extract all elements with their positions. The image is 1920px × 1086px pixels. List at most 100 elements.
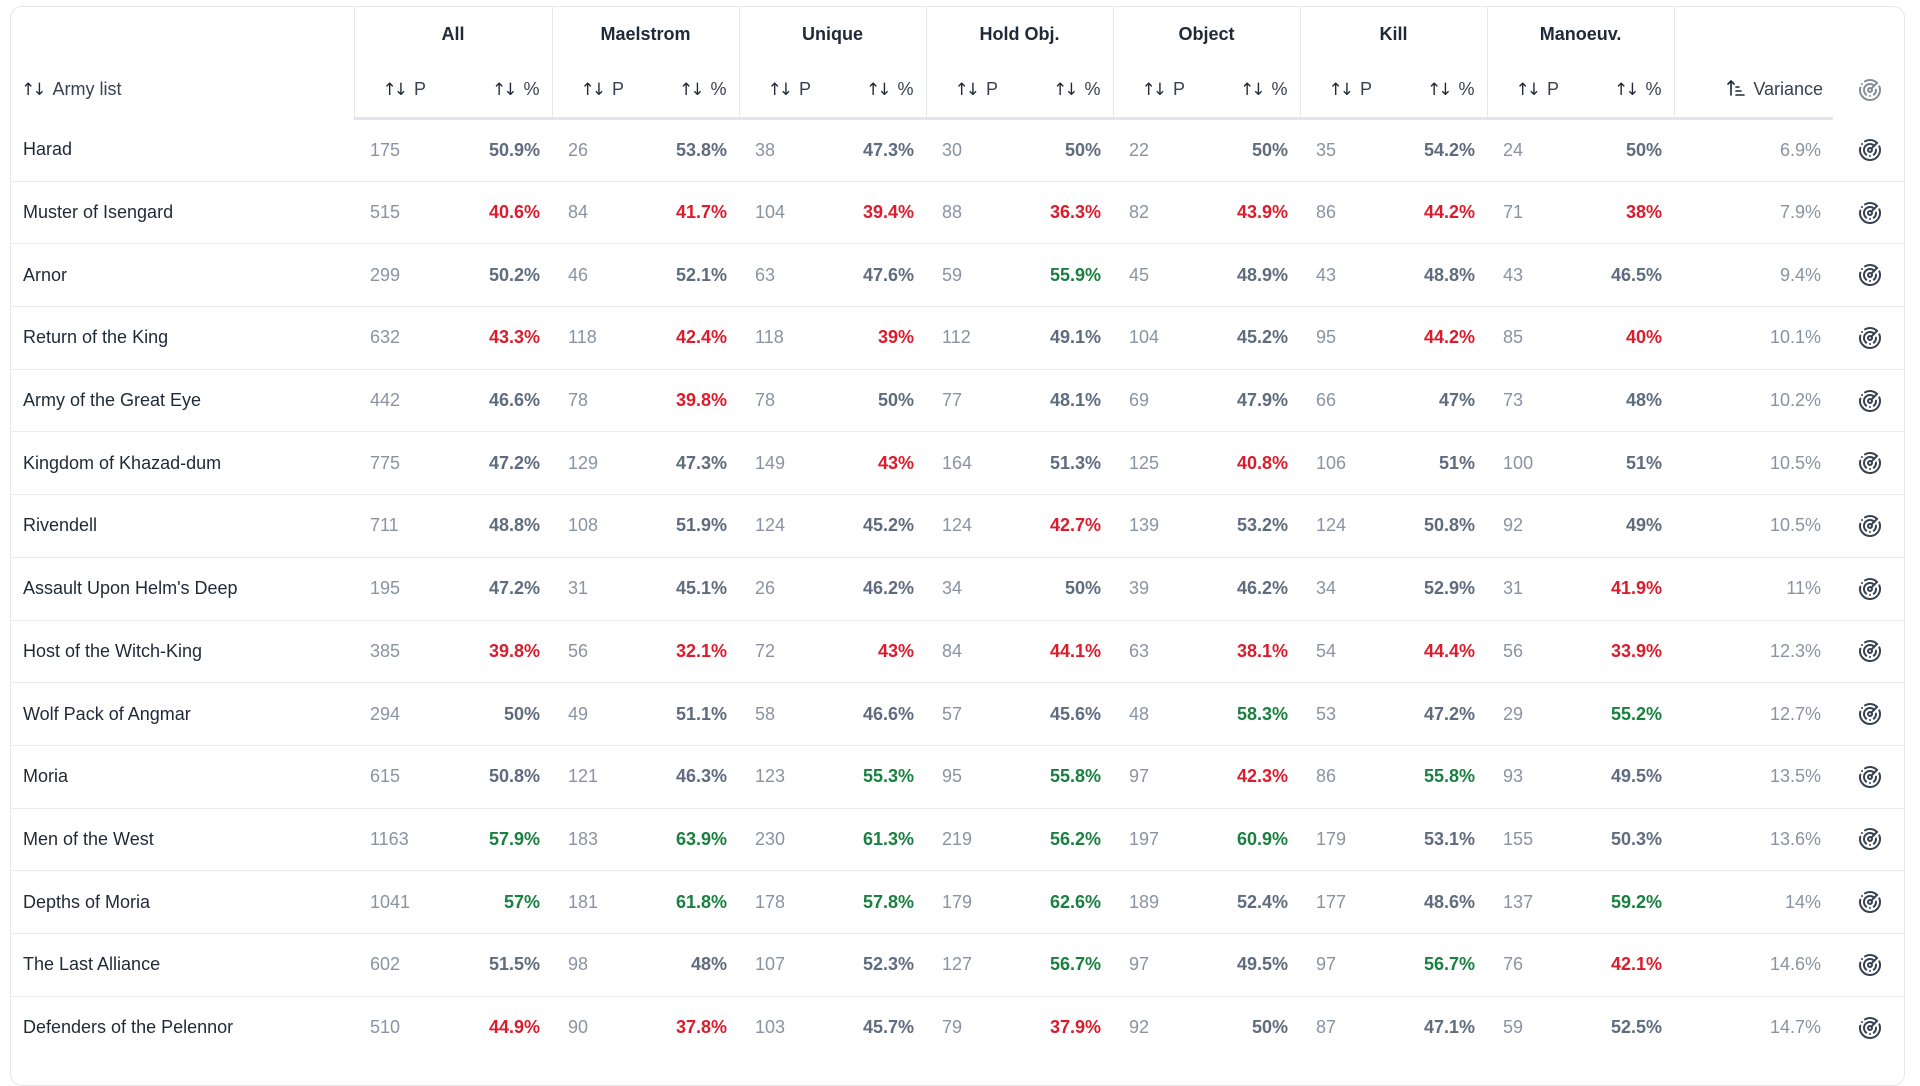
group-header-hold-obj: Hold Obj. [925, 7, 1114, 61]
kill-winrate: 47% [1439, 390, 1476, 411]
radar-chart-button[interactable] [1833, 307, 1904, 370]
sort-kill-played-header[interactable]: ↑↓ P [1299, 61, 1386, 120]
unique-winrate: 43% [877, 452, 915, 473]
kill-winrate: 44.2% [1424, 327, 1476, 348]
sort-arrows-icon: ↑↓ [954, 79, 980, 100]
maelstrom-played-count: 183 [568, 828, 599, 849]
object-played-count: 97 [1129, 766, 1150, 787]
radar-header-button[interactable] [1833, 61, 1904, 119]
army-name: Return of the King [23, 327, 169, 348]
object-played-count: 39 [1129, 578, 1150, 599]
sort-all-winrate-header[interactable]: ↑↓% [449, 61, 553, 120]
hold-obj-played-count: 84 [942, 640, 963, 661]
all-winrate: 43.3% [488, 327, 541, 348]
sort-variance-header[interactable]: Variance [1673, 61, 1834, 120]
sort-arrows-icon: ↑↓ [1053, 79, 1078, 100]
kill-played-count: 35 [1316, 139, 1337, 160]
kill-winrate: 52.9% [1424, 578, 1476, 599]
played-label: P [799, 78, 812, 99]
all-played-count: 632 [370, 327, 401, 348]
winrate-label: % [1084, 78, 1101, 99]
kill-played-count: 179 [1316, 828, 1347, 849]
maelstrom-winrate: 32.1% [675, 640, 728, 661]
sort-hold-obj-played-header[interactable]: ↑↓ P [925, 61, 1012, 120]
radar-chart-button[interactable] [1833, 620, 1904, 683]
radar-chart-button[interactable] [1833, 244, 1904, 307]
army-name: Harad [23, 139, 73, 160]
all-played-count: 510 [370, 1017, 401, 1038]
sort-manoeuv-played-header[interactable]: ↑↓ P [1486, 61, 1573, 120]
maelstrom-played-count: 129 [568, 452, 599, 473]
sort-maelstrom-played-header[interactable]: ↑↓ P [551, 61, 638, 120]
winrate-label: % [897, 78, 914, 99]
hold-obj-played-count: 219 [942, 828, 973, 849]
radar-chart-button[interactable] [1833, 432, 1904, 495]
sort-unique-played-header[interactable]: ↑↓ P [738, 61, 825, 120]
manoeuv-played-count: 92 [1503, 515, 1524, 536]
radar-chart-button[interactable] [1833, 745, 1904, 808]
radar-icon [1858, 577, 1882, 600]
all-played-count: 602 [370, 954, 401, 975]
all-winrate: 39.8% [488, 640, 541, 661]
sort-manoeuv-winrate-header[interactable]: ↑↓% [1572, 61, 1675, 120]
sort-object-winrate-header[interactable]: ↑↓% [1198, 61, 1301, 120]
object-played-count: 48 [1129, 703, 1150, 724]
kill-winrate: 54.2% [1424, 139, 1476, 160]
radar-chart-button[interactable] [1833, 933, 1904, 996]
all-winrate: 57.9% [488, 828, 541, 849]
all-played-count: 294 [370, 703, 401, 724]
radar-chart-button[interactable] [1833, 996, 1904, 1059]
manoeuv-winrate: 50% [1626, 139, 1663, 160]
variance-label: Variance [1753, 78, 1824, 99]
radar-chart-button[interactable] [1833, 181, 1904, 244]
manoeuv-winrate: 42.1% [1611, 954, 1663, 975]
group-header-unique: Unique [738, 7, 927, 61]
all-played-count: 711 [370, 515, 399, 536]
manoeuv-played-count: 59 [1503, 1017, 1524, 1038]
unique-winrate: 39.4% [862, 202, 915, 223]
group-header-maelstrom: Maelstrom [551, 7, 740, 61]
sort-arrows-icon: ↑↓ [866, 79, 891, 100]
played-label: P [1547, 78, 1560, 99]
sort-arrows-icon: ↑↓ [492, 79, 517, 100]
sort-army-list-header[interactable]: ↑↓ Army list [11, 61, 354, 119]
winrate-label: % [1458, 78, 1475, 99]
radar-chart-button[interactable] [1833, 495, 1904, 558]
object-played-count: 125 [1129, 452, 1160, 473]
played-label: P [612, 78, 625, 99]
variance-value: 6.9% [1780, 139, 1822, 160]
kill-winrate: 55.8% [1424, 766, 1476, 787]
maelstrom-played-count: 90 [568, 1017, 589, 1038]
kill-played-count: 124 [1316, 515, 1347, 536]
sort-all-played-header[interactable]: ↑↓ P [353, 61, 449, 120]
table-row: Harad 175 50.9% 26 53.8% 38 47.3% 30 50% 22 50% 35 5… [11, 119, 1904, 182]
hold-obj-winrate: 37.9% [1049, 1017, 1102, 1038]
hold-obj-winrate: 56.7% [1049, 954, 1102, 975]
maelstrom-winrate: 52.1% [675, 264, 728, 285]
unique-winrate: 55.3% [862, 766, 915, 787]
sort-unique-winrate-header[interactable]: ↑↓% [824, 61, 927, 120]
kill-played-count: 43 [1316, 264, 1337, 285]
table-row: Return of the King 632 43.3% 118 42.4% 118 39%… [11, 306, 1904, 370]
sort-hold-obj-winrate-header[interactable]: ↑↓% [1011, 61, 1114, 120]
sort-maelstrom-winrate-header[interactable]: ↑↓% [637, 61, 740, 120]
radar-chart-button[interactable] [1833, 557, 1904, 620]
radar-chart-button[interactable] [1833, 808, 1904, 871]
radar-chart-button[interactable] [1833, 871, 1904, 934]
variance-value: 14.6% [1770, 954, 1822, 975]
radar-chart-button[interactable] [1833, 369, 1904, 432]
name-group-spacer [11, 7, 354, 61]
radar-chart-button[interactable] [1833, 683, 1904, 746]
radar-chart-button[interactable] [1833, 119, 1904, 182]
object-winrate: 60.9% [1236, 828, 1289, 849]
object-winrate: 53.2% [1236, 515, 1289, 536]
unique-winrate: 45.7% [862, 1017, 915, 1038]
all-winrate: 50% [503, 703, 541, 724]
army-name: Assault Upon Helm's Deep [23, 578, 238, 599]
hold-obj-played-count: 59 [942, 264, 963, 285]
radar-icon [1858, 953, 1882, 976]
sort-object-played-header[interactable]: ↑↓ P [1112, 61, 1199, 120]
unique-played-count: 78 [755, 390, 776, 411]
object-played-count: 189 [1129, 891, 1160, 912]
sort-kill-winrate-header[interactable]: ↑↓% [1385, 61, 1488, 120]
